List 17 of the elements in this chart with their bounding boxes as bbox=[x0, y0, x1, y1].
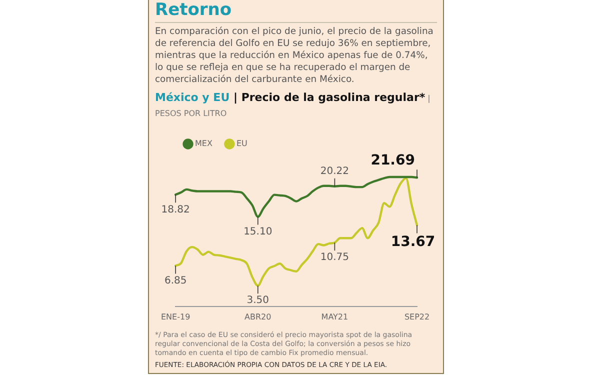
data-label: 10.75 bbox=[320, 252, 350, 264]
x-tick-label: ENE-19 bbox=[160, 312, 190, 322]
chart-subtitle: En comparación con el pico de junio, el precio de la gasolina de referencia del Golfo en EU se redujo 36% en septiembre, mientras que la reducción en México apenas fue de 0.74%, lo que se refleja en que se ha recuperado el margen de comercialización del carburante en México. bbox=[155, 26, 434, 86]
data-label: 18.82 bbox=[161, 204, 190, 216]
text: México y EU | Precio de la gasolina regular* | PESOS POR LITRO bbox=[155, 91, 430, 118]
data-label: 6.85 bbox=[164, 275, 187, 286]
data-label: 15.10 bbox=[244, 226, 272, 238]
x-tick-label: MAY21 bbox=[321, 312, 348, 322]
data-label: 20.22 bbox=[320, 166, 350, 177]
chart-title: Retorno bbox=[155, 0, 437, 23]
x-tick-label: SEP22 bbox=[404, 312, 430, 322]
legend-label: MEX bbox=[195, 139, 213, 148]
x-tick-label: ABR20 bbox=[244, 312, 272, 322]
data-label: 13.67 bbox=[390, 234, 436, 250]
data-label: 3.50 bbox=[246, 295, 270, 306]
data-label: 21.69 bbox=[370, 152, 415, 168]
legend-label: EU bbox=[236, 139, 248, 148]
